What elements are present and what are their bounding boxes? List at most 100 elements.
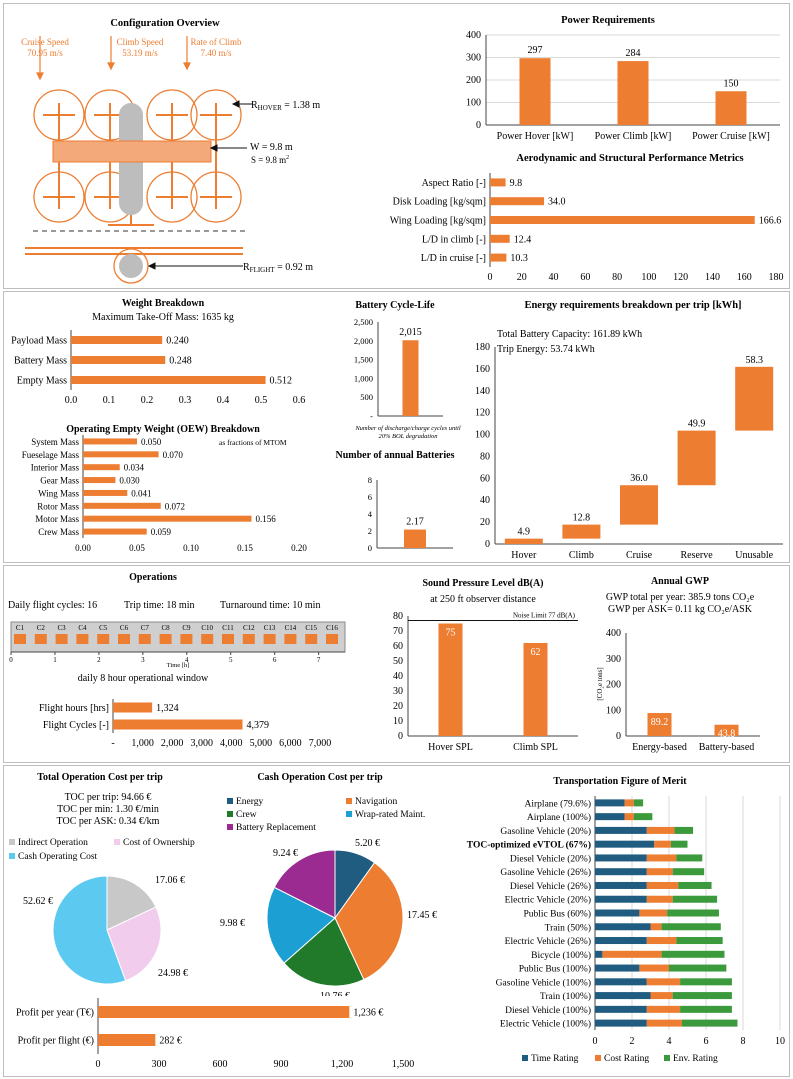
legend-swatch [346,811,352,817]
x-tick-label: 180 [769,272,784,283]
flight-cycle-label: C10 [201,624,213,632]
data-label: 282 € [159,1036,182,1047]
x-tick-label: 4,000 [220,738,243,749]
flight-cycle-block [34,634,47,644]
flight-cycle-block [305,634,318,644]
stacked-bar-segment [646,826,675,834]
stacked-bar-segment [595,813,625,821]
chart-title: Operating Empty Weight (OEW) Breakdown [66,424,260,435]
y-tick-label: 2,500 [354,317,373,327]
y-tick-label: 50 [393,656,403,667]
stacked-bar-segment [595,854,647,862]
data-label: 10.3 [510,253,528,264]
x-tick-label: 900 [274,1059,289,1070]
stacked-bar-segment [661,950,725,958]
stacked-bar-segment [680,978,732,986]
x-tick-label: 0.05 [129,543,145,553]
stacked-bar-segment [624,799,634,807]
roc-value: 7.40 m/s [200,48,232,58]
flight-cycle-block [138,634,151,644]
waterfall-bar [677,430,716,486]
svg-text:RHOVER = 1.38 m: RHOVER = 1.38 m [251,100,320,112]
stacked-bar-segment [667,909,719,917]
chart-title: Sound Pressure Level dB(A) [422,578,543,589]
flight-cycle-block [222,634,234,644]
chart-title: Annual GWP [651,576,709,587]
category-label: TOC-optimized eVTOL (67%) [467,840,591,851]
x-tick-label: 0.0 [65,395,78,406]
category-label: Hover [511,550,537,561]
x-tick-label: 0.4 [217,395,230,406]
flight-cycle-block [263,634,276,644]
flight-cycle-label: C12 [243,624,255,632]
x-tick-label: 6,000 [279,738,302,749]
x-tick-label: 0 [96,1059,101,1070]
bar [519,58,551,125]
data-label: 0.240 [166,336,189,347]
x-tick-label: 40 [549,272,559,283]
flight-cycle-label: C11 [222,624,234,632]
stacked-bar-segment [633,799,644,807]
category-label: Gasoline Vehicle (100%) [496,977,591,988]
flight-cycle-label: C2 [37,624,46,632]
legend-label: Energy [236,797,264,807]
r-flight-pre: R [243,262,250,273]
bar [71,376,266,384]
bar [113,702,153,713]
y-tick-label: 200 [606,680,621,691]
y-tick-label: 0 [476,120,481,131]
y-tick-label: 0 [485,539,490,550]
y-tick-label: 20 [480,517,490,528]
timeline-caption: daily 8 hour operational window [78,673,209,684]
ops-stat: Trip time: 18 min [124,600,194,611]
config-title: Configuration Overview [110,18,220,29]
data-label: 1,324 [156,703,179,714]
stacked-bar-segment [650,992,673,1000]
pie-data-label: 10.76 € [320,991,350,996]
bar [438,623,463,736]
y-tick-label: 6 [368,492,372,502]
pie-slice [283,917,365,987]
pie-data-label: 24.98 € [158,968,188,979]
bar [83,477,116,484]
x-tick-label: 20 [517,272,527,283]
stacked-bar-segment [654,840,671,848]
category-label: Payload Mass [11,336,67,347]
data-label: 0.059 [151,527,172,537]
category-label: Aspect Ratio [-] [422,178,486,189]
y-tick-label: 100 [606,705,621,716]
pie-slice [266,886,336,964]
stacked-bar-segment [595,868,647,876]
legend-label: Cash Operating Cost [18,852,98,862]
category-label: Diesel Vehicle (26%) [510,881,591,892]
category-label: Electric Vehicle (100%) [500,1019,591,1030]
bar [402,340,419,416]
category-label: Disk Loading [kg/sqm] [393,197,486,208]
x-tick-label: 80 [612,272,622,283]
y-tick-label: 70 [393,626,403,637]
category-label: Wing Mass [38,488,79,498]
flight-cycle-block [201,634,214,644]
x-tick-label: 10 [775,1036,785,1047]
x-tick-label: - [111,738,114,749]
chart-subtitle: Maximum Take-Off Mass: 1635 kg [92,312,234,323]
chart-annotation: TOC per min: 1.30 €/min [57,804,159,815]
chart-annotation: Trip Energy: 53.74 kWh [497,344,595,355]
x-tick-label: 1,000 [131,738,154,749]
bar [714,724,739,736]
flight-cycle-label: C13 [264,624,276,632]
category-label: Reserve [680,550,713,561]
data-label: 284 [626,48,641,59]
data-label: 297 [528,45,543,56]
chart-annotation: TOC per ASK: 0.34 €/km [57,816,160,827]
x-tick-label: 0.15 [237,543,253,553]
legend-label: Indirect Operation [18,838,88,848]
configuration-diagram: Configuration Overview Cruise Speed 70.9… [21,18,320,284]
data-label: 2,015 [399,327,422,338]
x-tick-label: 0.2 [141,395,154,406]
y-tick-label: 0 [368,543,372,553]
bar [404,529,426,548]
stacked-bar-segment [595,909,640,917]
stacked-bar-segment [681,1019,738,1027]
category-label: Power Cruise [kW] [692,131,770,142]
